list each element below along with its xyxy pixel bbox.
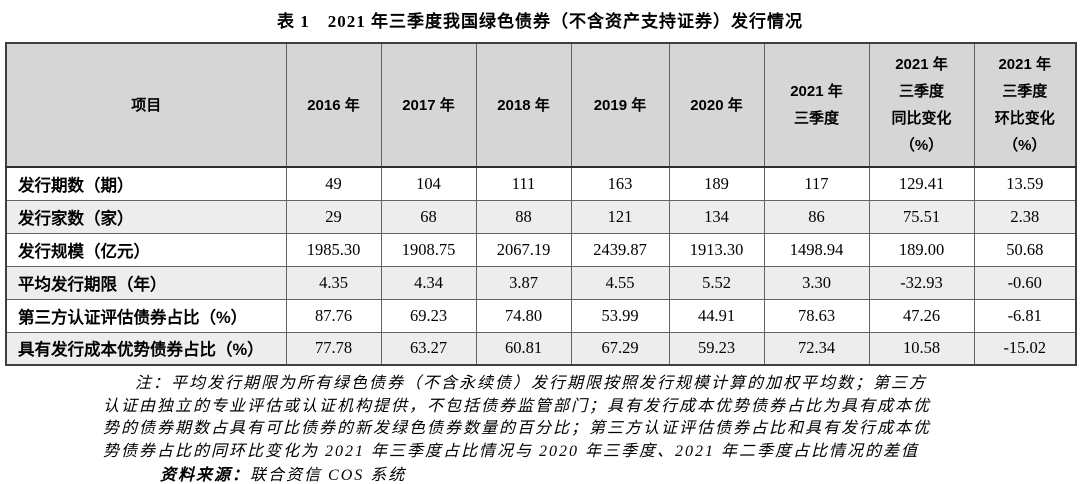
table-notes: 注：平均发行期限为所有绿色债券（不含永续债）发行期限按照发行规模计算的加权平均数… — [103, 375, 932, 460]
table-cell: -0.60 — [973, 265, 1077, 300]
column-header: 2019 年 — [570, 42, 670, 168]
table-row: 平均发行期限（年） 4.35 4.34 3.87 4.55 5.52 3.30 -32.93-… — [5, 265, 1077, 300]
table-row: 具有发行成本优势债券占比（%） 77.78 63.27 60.81 67.29 59.23… — [5, 331, 1077, 366]
column-header: 2017 年 — [380, 42, 477, 168]
table-cell: 50.68 — [973, 232, 1077, 267]
column-header: 2021 年 三季度 — [763, 42, 870, 168]
row-label: 第三方认证评估债券占比（%） — [5, 298, 287, 333]
table-cell: 189.00 — [868, 232, 975, 267]
row-label: 发行规模（亿元） — [5, 232, 287, 267]
table-cell: 44.91 — [668, 298, 765, 333]
table-row: 发行规模（亿元） 1985.30 1908.75 2067.19 2439.87 1913… — [5, 232, 1077, 267]
table-cell: 3.30 — [763, 265, 870, 300]
table-cell: 5.52 — [668, 265, 765, 300]
table-cell: 111 — [475, 166, 572, 201]
column-header: 2020 年 — [668, 42, 765, 168]
table-cell: -6.81 — [973, 298, 1077, 333]
column-header: 2016 年 — [285, 42, 382, 168]
table-cell: 1985.30 — [285, 232, 382, 267]
table-cell: 4.34 — [380, 265, 477, 300]
table-cell: 4.35 — [285, 265, 382, 300]
table-cell: 189 — [668, 166, 765, 201]
table-cell: 13.59 — [973, 166, 1077, 201]
table-title: 表 1 2021 年三季度我国绿色债券（不含资产支持证券）发行情况 — [277, 12, 803, 31]
table-cell: 72.34 — [763, 331, 870, 366]
row-label: 平均发行期限（年） — [5, 265, 287, 300]
table-cell: 63.27 — [380, 331, 477, 366]
table-row: 发行家数（家） 29 68 88 121 134 86 75.51 2.38 — [5, 199, 1077, 234]
table-cell: 129.41 — [868, 166, 975, 201]
table-cell: 104 — [380, 166, 477, 201]
table-cell: -15.02 — [973, 331, 1077, 366]
table-cell: 134 — [668, 199, 765, 234]
row-label: 发行家数（家） — [5, 199, 287, 234]
column-header: 2021 年 三季度 同比变化 （%） — [868, 42, 975, 168]
row-label: 具有发行成本优势债券占比（%） — [5, 331, 287, 366]
table-cell: 88 — [475, 199, 572, 234]
table-cell: 49 — [285, 166, 382, 201]
table-cell: 59.23 — [668, 331, 765, 366]
table-cell: -32.93 — [868, 265, 975, 300]
table-cell: 68 — [380, 199, 477, 234]
table-cell: 60.81 — [475, 331, 572, 366]
table-cell: 1908.75 — [380, 232, 477, 267]
table-cell: 3.87 — [475, 265, 572, 300]
table-cell: 87.76 — [285, 298, 382, 333]
column-header-item: 项目 — [5, 42, 287, 168]
table-row: 发行期数（期） 49 104 111 163 189 117 129.41 13.59 — [5, 166, 1077, 201]
table-cell: 4.55 — [570, 265, 670, 300]
table-cell: 163 — [570, 166, 670, 201]
table-cell: 2067.19 — [475, 232, 572, 267]
table-cell: 74.80 — [475, 298, 572, 333]
green-bond-issuance-table: 项目 2016 年 2017 年 2018 年 2019 年 2020 年 2021 年 三… — [5, 42, 1077, 366]
table-cell: 2439.87 — [570, 232, 670, 267]
table-cell: 2.38 — [973, 199, 1077, 234]
source-value: 联合资信 COS 系统 — [250, 467, 407, 484]
header-row: 项目 2016 年 2017 年 2018 年 2019 年 2020 年 2021 年 三… — [5, 42, 1077, 168]
row-label: 发行期数（期） — [5, 166, 287, 201]
table-cell: 77.78 — [285, 331, 382, 366]
table-cell: 86 — [763, 199, 870, 234]
table-cell: 75.51 — [868, 199, 975, 234]
table-cell: 47.26 — [868, 298, 975, 333]
table-cell: 1913.30 — [668, 232, 765, 267]
table-cell: 69.23 — [380, 298, 477, 333]
table-row: 第三方认证评估债券占比（%） 87.76 69.23 74.80 53.99 44.91 7… — [5, 298, 1077, 333]
table-cell: 53.99 — [570, 298, 670, 333]
table-cell: 117 — [763, 166, 870, 201]
source-label: 资料来源： — [160, 467, 251, 484]
table-cell: 78.63 — [763, 298, 870, 333]
table-cell: 67.29 — [570, 331, 670, 366]
table-cell: 1498.94 — [763, 232, 870, 267]
data-source: 资料来源：联合资信 COS 系统 — [160, 461, 406, 484]
table-cell: 29 — [285, 199, 382, 234]
column-header: 2018 年 — [475, 42, 572, 168]
table-cell: 121 — [570, 199, 670, 234]
column-header: 2021 年 三季度 环比变化 （%） — [973, 42, 1077, 168]
table-cell: 10.58 — [868, 331, 975, 366]
